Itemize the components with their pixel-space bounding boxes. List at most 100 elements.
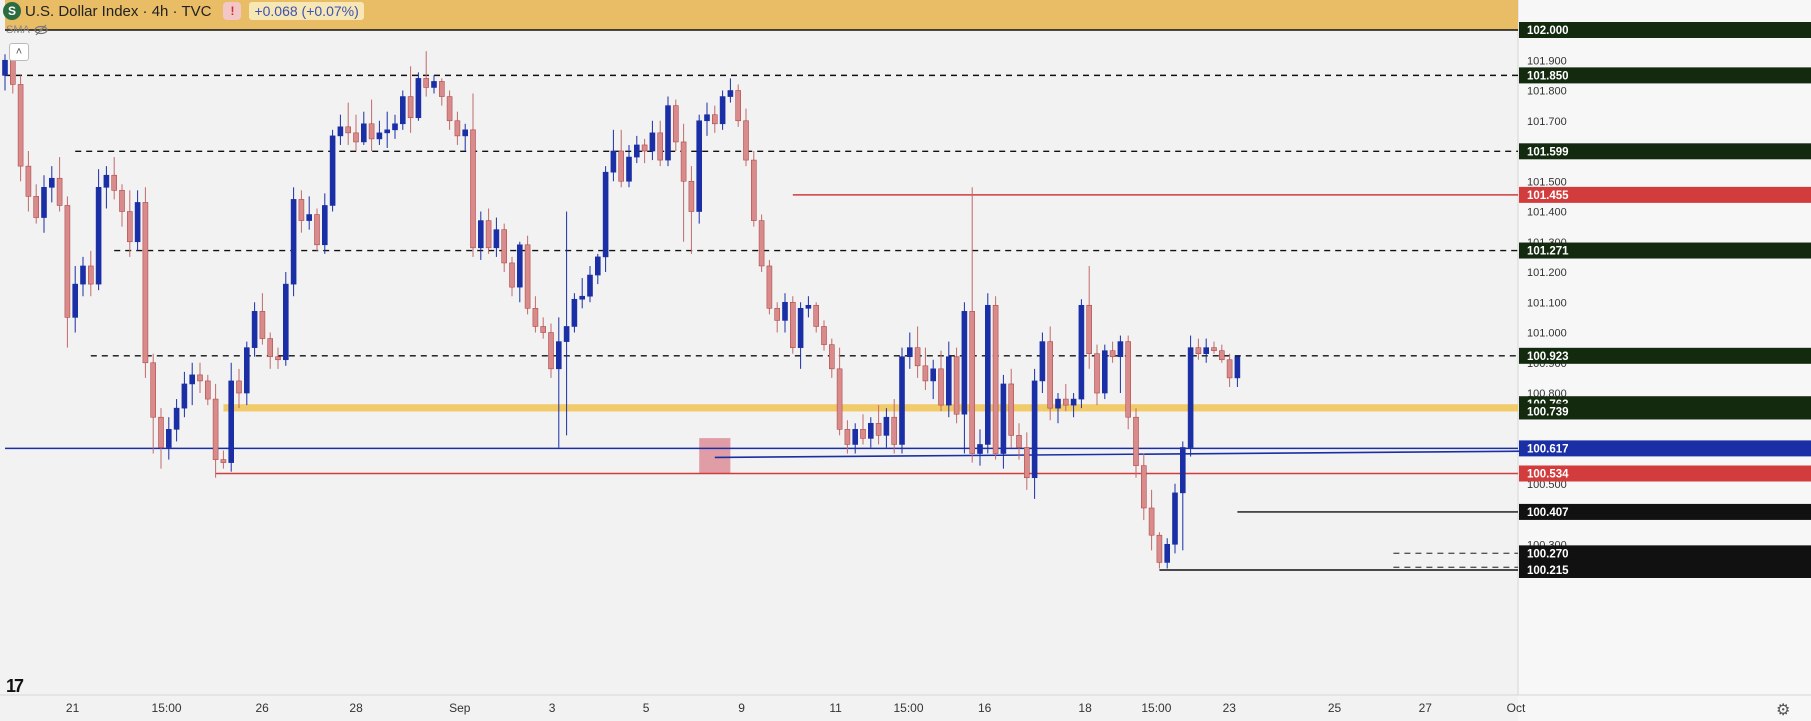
price-label: 100.923	[1527, 351, 1569, 363]
time-tick-label: 9	[738, 701, 745, 715]
candle-body	[782, 301, 788, 321]
price-label-box	[1519, 67, 1811, 84]
collapse-button[interactable]: ˄	[9, 43, 29, 61]
candle-body	[750, 159, 757, 221]
candles-layer	[2, 51, 1241, 569]
candle-body	[33, 196, 40, 218]
symbol-header[interactable]: S U.S. Dollar Index · 4h · TVC ! +0.068 …	[0, 0, 364, 22]
plot-background	[0, 0, 1518, 721]
candle-body	[392, 123, 398, 131]
candle-body	[704, 114, 710, 122]
candle-body	[805, 304, 812, 309]
price-label-box	[1519, 440, 1811, 457]
candle-body	[189, 374, 195, 385]
candle-body	[1195, 347, 1202, 354]
symbol-title[interactable]: U.S. Dollar Index · 4h · TVC	[25, 2, 212, 20]
indicator-row[interactable]: SMA	[6, 24, 48, 36]
price-label-box	[1519, 465, 1811, 482]
candle-body	[899, 356, 905, 445]
time-tick-label: 15:00	[1141, 701, 1171, 715]
price-label-box	[1519, 347, 1811, 364]
candle-body	[633, 144, 640, 158]
candle-body	[150, 362, 156, 418]
candle-body	[197, 374, 203, 382]
price-label-box	[1519, 186, 1811, 203]
candle-body	[1102, 350, 1108, 394]
time-tick-label: 18	[1078, 701, 1092, 715]
candle-body	[680, 141, 687, 182]
candle-body	[618, 150, 625, 182]
candle-body	[306, 214, 313, 221]
price-label: 100.739	[1527, 406, 1569, 418]
candle-body	[446, 96, 453, 122]
candle-body	[1148, 507, 1155, 536]
candle-body	[72, 283, 78, 318]
candle-body	[470, 129, 476, 249]
candle-body	[259, 311, 266, 339]
candle-body	[875, 422, 882, 436]
candle-body	[938, 368, 944, 406]
candle-body	[236, 380, 242, 394]
candle-body	[649, 132, 656, 152]
candle-body	[462, 129, 469, 137]
price-axis[interactable]: 101.900101.800101.700101.600101.500101.4…	[1519, 22, 1811, 578]
candle-body	[368, 123, 375, 140]
candle-body	[282, 283, 289, 361]
candle-body	[789, 301, 796, 348]
alert-icon[interactable]: !	[223, 2, 242, 20]
candle-body	[961, 311, 968, 415]
candle-body	[1172, 492, 1178, 545]
candle-body	[353, 132, 359, 143]
candle-body	[1203, 347, 1209, 354]
candle-body	[992, 304, 999, 454]
candle-body	[587, 274, 593, 297]
candle-body	[10, 59, 16, 85]
time-tick-label: 5	[643, 701, 650, 715]
price-label: 100.617	[1527, 443, 1569, 455]
candle-body	[1047, 341, 1053, 409]
time-axis[interactable]: 21 15:00 26 28 Sep 3 5 9 11 15:00 16 18 15:00 23 25 27 O…	[66, 701, 1526, 715]
candle-body	[384, 129, 391, 134]
candle-body	[797, 308, 804, 348]
candle-body	[1234, 356, 1241, 379]
candle-body	[1070, 398, 1077, 406]
candle-body	[758, 220, 765, 267]
candle-body	[953, 356, 960, 415]
candle-body	[883, 416, 890, 436]
candle-body	[774, 308, 781, 321]
candle-body	[360, 123, 367, 143]
candle-body	[1133, 416, 1139, 466]
candle-body	[532, 308, 539, 327]
candle-body	[509, 262, 515, 288]
price-label-box	[1519, 562, 1811, 578]
time-tick-label: 25	[1328, 701, 1342, 715]
price-label: 101.850	[1527, 70, 1569, 82]
candle-body	[1039, 341, 1046, 382]
time-tick-label: 28	[349, 701, 363, 715]
candle-body	[220, 459, 227, 463]
time-tick-label: Sep	[449, 701, 471, 715]
candle-body	[477, 220, 484, 249]
candle-body	[735, 90, 742, 122]
time-tick-label: 23	[1223, 701, 1237, 715]
candle-body	[493, 229, 500, 249]
candle-body	[158, 416, 164, 448]
candle-body	[813, 304, 820, 327]
indicator-name: SMA	[6, 24, 30, 36]
time-tick-label: 11	[829, 701, 842, 715]
candle-body	[602, 171, 609, 258]
eye-hidden-icon[interactable]	[34, 24, 48, 36]
price-tick-label: 101.100	[1527, 297, 1567, 309]
settings-icon[interactable]: ⚙	[1776, 702, 1791, 719]
candle-body	[1063, 398, 1069, 406]
candle-body	[228, 380, 234, 463]
candle-body	[867, 422, 874, 439]
candle-body	[1094, 353, 1100, 394]
price-tick-label: 101.900	[1527, 55, 1567, 67]
candle-body	[727, 90, 734, 97]
candle-body	[205, 380, 211, 400]
candle-body	[251, 311, 258, 348]
time-tick-label: 27	[1419, 701, 1433, 715]
candle-body	[977, 444, 983, 454]
